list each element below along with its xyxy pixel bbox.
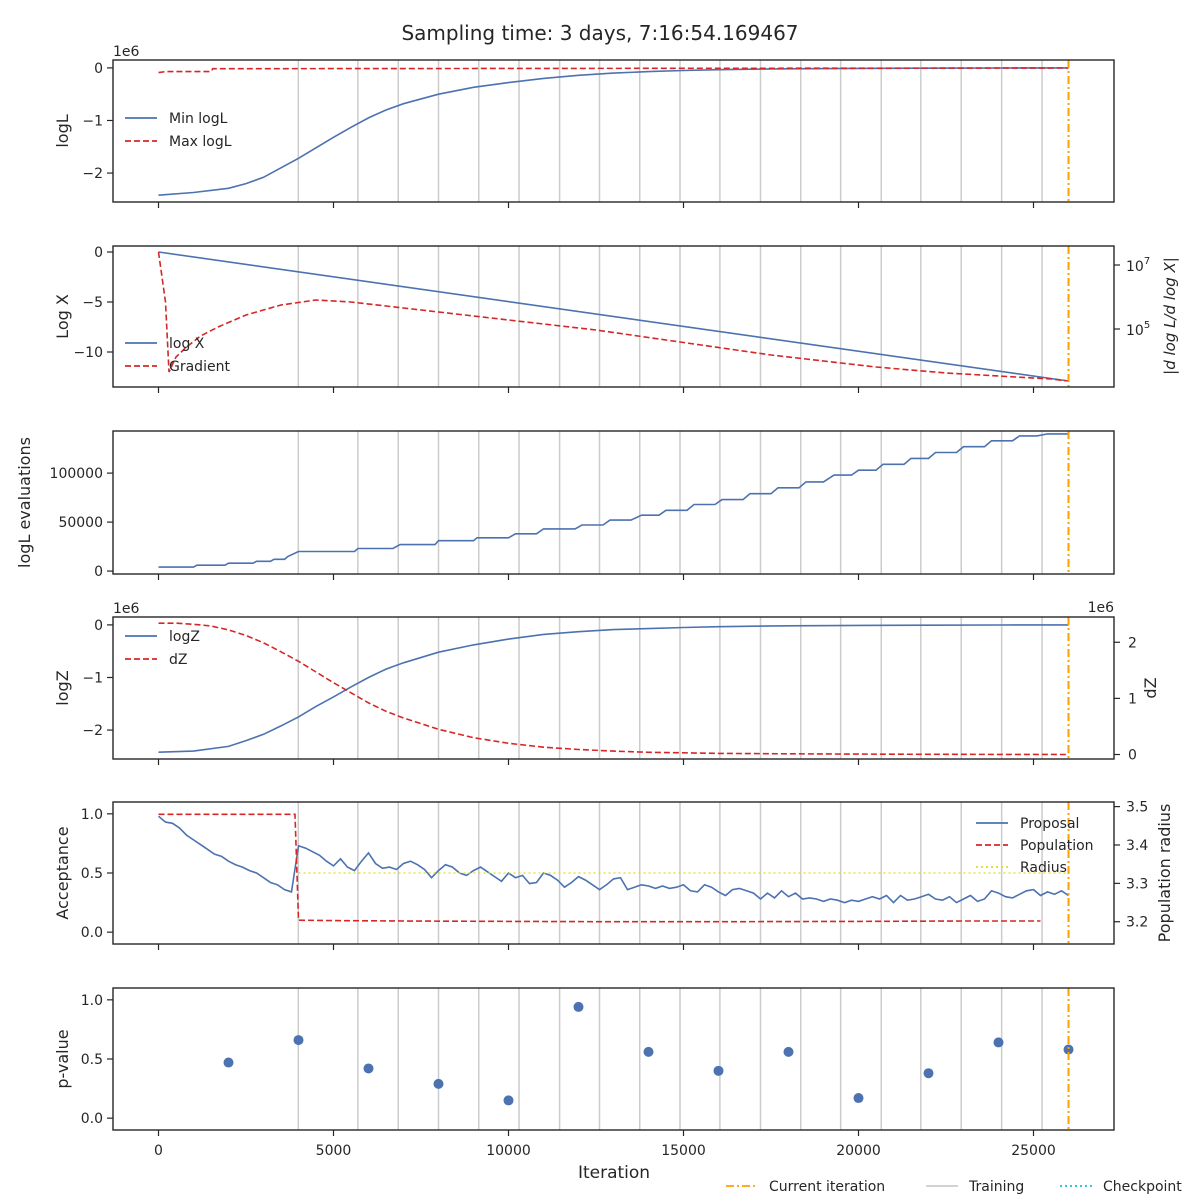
legend-label: dZ — [169, 652, 187, 668]
p-value-point — [993, 1037, 1004, 1048]
y-tick-label: −2 — [82, 723, 103, 739]
legend-label: log X — [169, 336, 205, 352]
panel-acceptance: 0.0 0.5 1.0 Acceptance 3.2 3.3 3.4 3.5 Populatio… — [53, 800, 1174, 950]
axes-frame — [112, 616, 1115, 760]
axes-frame — [112, 430, 1115, 575]
y2-tick-label: 3.3 — [1126, 876, 1148, 892]
y-tick-label: 100000 — [50, 466, 103, 482]
y-tick-label: 0 — [94, 564, 103, 580]
series-log-x — [158, 251, 1069, 382]
y-tick-label: 1.0 — [81, 807, 103, 823]
series-min-logl — [158, 67, 1069, 196]
series-gradient — [157, 251, 1069, 382]
series-logz — [158, 624, 1069, 753]
panel-pvalue: 0.0 0.5 1.0 p-value 0 5000 10000 15000 20000 2500… — [53, 987, 1115, 1159]
y-tick-label: 0 — [94, 61, 103, 77]
y2-tick-label: 1 — [1128, 691, 1137, 707]
p-value-point — [853, 1093, 864, 1104]
legend-label: Min logL — [169, 111, 228, 127]
p-value-point — [1063, 1044, 1074, 1055]
axes-frame — [112, 245, 1115, 388]
y-tick-label: −1 — [82, 113, 103, 129]
p-value-point — [293, 1035, 304, 1046]
y-tick-label: 1.0 — [81, 993, 103, 1009]
panel-logz: 0 −1 −2 logZ 1e6 0 1 2 1e6 dZ logZ dZ — [53, 600, 1160, 765]
legend-label: logZ — [169, 629, 200, 645]
y2-tick-label: 3.4 — [1126, 838, 1148, 854]
legend-label: Max logL — [169, 134, 232, 150]
y-tick-label: 0.5 — [81, 866, 103, 882]
p-value-point — [363, 1063, 374, 1074]
y-tick-label: −2 — [82, 166, 103, 182]
y-tick-label: 0.0 — [81, 925, 103, 941]
y2-tick-label: 2 — [1128, 635, 1137, 651]
series-proposal — [157, 815, 1069, 904]
y2-tick-label: 3.5 — [1126, 800, 1148, 816]
y2-tick-label: 107 — [1126, 256, 1150, 275]
y-axis-label: Acceptance — [53, 826, 72, 919]
legend-label: Checkpoint — [1103, 1179, 1182, 1195]
legend-label: Population — [1020, 838, 1094, 854]
y-tick-label: −1 — [82, 670, 103, 686]
x-tick-label: 25000 — [1011, 1143, 1056, 1159]
x-tick-label: 20000 — [836, 1143, 881, 1159]
series-population — [158, 813, 1041, 923]
series-max-logl — [158, 67, 1069, 74]
y-axis-label: logZ — [53, 670, 72, 705]
y-tick-label: −10 — [73, 345, 103, 361]
y-axis-label: Log X — [53, 294, 72, 339]
y-offset-label: 1e6 — [113, 44, 140, 60]
x-tick-label: 0 — [154, 1143, 163, 1159]
series-logl-evaluations — [158, 433, 1069, 568]
y-axis-label: logL — [53, 114, 72, 147]
legend-label: Gradient — [169, 359, 230, 375]
y-tick-label: 0.0 — [81, 1111, 103, 1127]
y2-offset-label: 1e6 — [1088, 600, 1115, 616]
x-axis-label: Iteration — [578, 1163, 650, 1183]
p-value-point — [223, 1057, 234, 1068]
y-tick-label: 0 — [94, 618, 103, 634]
y-axis-label: logL evaluations — [15, 437, 34, 568]
legend-label: Radius — [1020, 860, 1067, 876]
y2-tick-label: 3.2 — [1126, 915, 1148, 931]
p-value-point — [573, 1001, 584, 1012]
p-value-point — [713, 1065, 724, 1076]
legend-label: Proposal — [1020, 816, 1079, 832]
p-value-point — [433, 1078, 444, 1089]
panel-evals: 0 50000 100000 logL evaluations — [15, 430, 1115, 580]
y2-axis-label: dZ — [1141, 677, 1160, 698]
x-tick-label: 15000 — [661, 1143, 706, 1159]
y2-tick-label: 0 — [1128, 748, 1137, 764]
y-tick-label: −5 — [82, 295, 103, 311]
legend-label: Training — [968, 1179, 1024, 1195]
p-value-point — [783, 1046, 794, 1057]
y2-axis-label: Population radius — [1155, 804, 1174, 943]
axes-frame — [112, 59, 1115, 203]
axes-frame — [112, 987, 1115, 1131]
y2-axis-label: |d log L/d log X| — [1161, 257, 1179, 375]
y-tick-label: 0.5 — [81, 1052, 103, 1068]
y-axis-label: p-value — [53, 1029, 72, 1088]
y2-tick-label: 105 — [1126, 320, 1150, 339]
p-value-point — [503, 1095, 514, 1106]
y-tick-label: 50000 — [58, 515, 103, 531]
legend-label: Current iteration — [769, 1179, 885, 1195]
bottom-legend: Current iteration Training Checkpoint — [726, 1179, 1182, 1195]
x-tick-label: 5000 — [316, 1143, 352, 1159]
y-tick-label: 0 — [94, 245, 103, 261]
p-value-point — [643, 1046, 654, 1057]
y-offset-label: 1e6 — [113, 601, 140, 617]
p-value-point — [923, 1068, 934, 1079]
figure-title: Sampling time: 3 days, 7:16:54.169467 — [401, 21, 798, 45]
panel-logl: 0 −1 −2 logL 1e6 Min logL Max logL — [53, 44, 1115, 208]
x-tick-label: 10000 — [486, 1143, 531, 1159]
series-dz — [158, 622, 1069, 756]
